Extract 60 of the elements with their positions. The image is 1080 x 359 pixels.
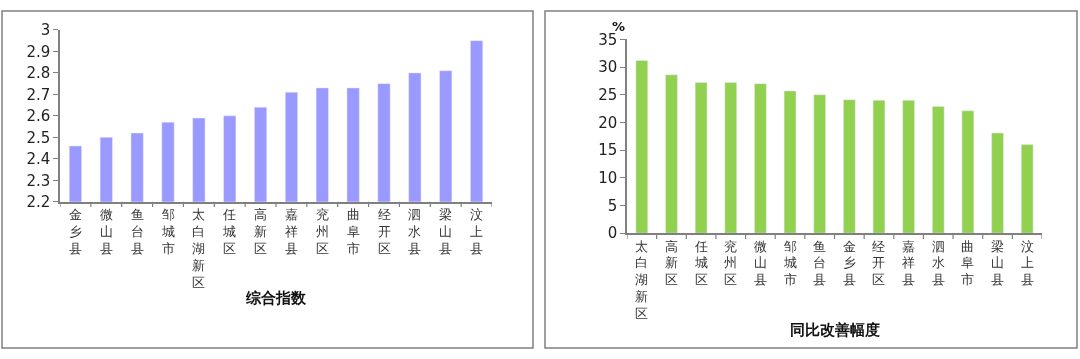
- bar: [754, 83, 767, 234]
- y-tick-label: 10: [598, 169, 618, 188]
- bar: [724, 82, 737, 234]
- x-tick-label: 太白湖新区: [635, 238, 649, 322]
- y-tick-label: 2.6: [26, 107, 51, 126]
- x-tick-label: 微山县: [753, 238, 767, 288]
- y-tick-label: 30: [598, 58, 618, 77]
- bar: [902, 100, 915, 234]
- bar: [932, 106, 945, 234]
- x-tick-label: 兖州区: [724, 238, 738, 288]
- bar: [665, 74, 678, 234]
- x-tick-label: 金乡县: [842, 238, 856, 288]
- y-tick-label: 3: [40, 21, 51, 40]
- x-tick-label: 邹城市: [782, 238, 797, 288]
- y-tick-label: 2.9: [26, 42, 51, 61]
- bar: [872, 100, 886, 234]
- y-tick-label: 2.3: [26, 171, 51, 190]
- y-tick-label: 2.2: [26, 193, 51, 212]
- y-tick-label: 2.8: [26, 64, 51, 83]
- x-tick-label: 梁山县: [439, 207, 453, 256]
- x-tick-label: 汶上县: [470, 207, 484, 256]
- x-tick-label: 太白湖新区: [192, 207, 206, 290]
- x-tick-label: 曲阜市: [346, 207, 360, 256]
- x-tick-label: 泗水县: [931, 238, 945, 288]
- bar: [813, 94, 826, 234]
- bar: [843, 99, 856, 234]
- x-tick-label: 任城区: [693, 238, 708, 288]
- x-tick-label: 梁山县: [991, 238, 1005, 288]
- x-axis-title: 综合指数: [245, 289, 307, 308]
- x-tick-label: 经开区: [872, 238, 886, 288]
- bar: [635, 60, 648, 234]
- x-tick-label: 微山县: [99, 207, 113, 256]
- x-tick-label: 邹城市: [160, 207, 175, 256]
- x-tick-label: 高新区: [254, 207, 268, 256]
- x-tick-label: 经开区: [377, 207, 391, 256]
- bar: [961, 110, 975, 234]
- x-tick-label: 高新区: [664, 238, 678, 288]
- y-tick-label: 2.5: [26, 128, 51, 147]
- y-tick-label: 20: [598, 113, 618, 132]
- bar: [694, 82, 708, 234]
- y-tick-label: 0: [607, 224, 618, 243]
- x-tick-label: 任城区: [222, 207, 237, 256]
- x-tick-label: 鱼台县: [130, 207, 144, 256]
- y-tick-label: 15: [598, 141, 618, 160]
- y-tick-label: 2.4: [26, 150, 51, 169]
- x-tick-label: 嘉祥县: [902, 238, 916, 288]
- x-tick-label: 曲阜市: [961, 238, 975, 288]
- x-tick-label: 兖州区: [315, 207, 329, 256]
- x-axis-title: 同比改善幅度: [789, 320, 880, 339]
- x-tick-label: 鱼台县: [813, 238, 827, 288]
- bar: [991, 132, 1004, 234]
- x-tick-label: 泗水县: [408, 207, 422, 256]
- bar: [1021, 144, 1034, 234]
- bar: [783, 90, 797, 234]
- x-tick-label: 金乡县: [68, 207, 82, 256]
- x-tick-label: 汶上县: [1020, 238, 1034, 288]
- y-tick-label: 2.7: [26, 85, 51, 104]
- y-tick-label: 25: [598, 86, 618, 105]
- y-tick-label: 5: [607, 196, 618, 215]
- x-tick-label: 嘉祥县: [284, 207, 298, 256]
